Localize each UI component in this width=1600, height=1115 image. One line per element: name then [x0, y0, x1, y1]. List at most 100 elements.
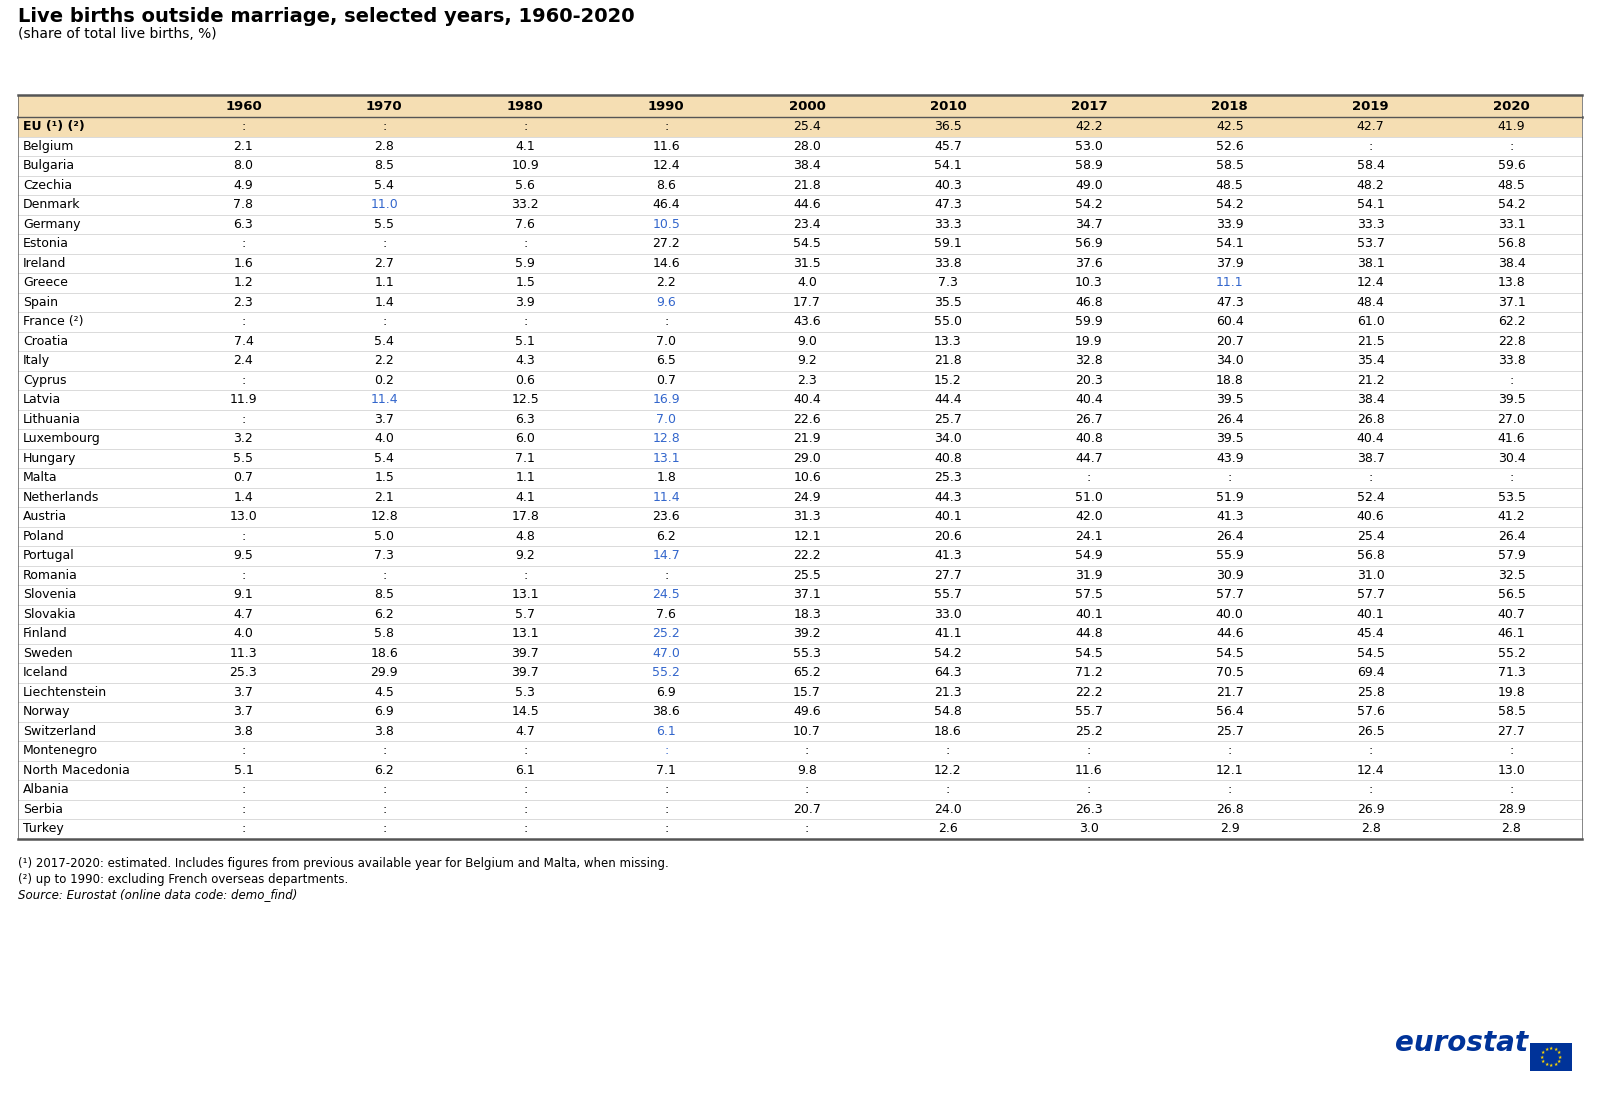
Text: 24.5: 24.5: [653, 589, 680, 601]
Text: :: :: [382, 316, 387, 328]
Text: 40.7: 40.7: [1498, 608, 1525, 621]
Text: 4.8: 4.8: [515, 530, 534, 543]
Text: 54.2: 54.2: [1498, 198, 1525, 211]
Text: 56.5: 56.5: [1498, 589, 1525, 601]
Text: :: :: [1368, 744, 1373, 757]
Text: 4.1: 4.1: [515, 491, 534, 504]
Text: 13.0: 13.0: [229, 511, 258, 523]
Text: 9.1: 9.1: [234, 589, 253, 601]
Text: 26.4: 26.4: [1216, 530, 1243, 543]
Text: 25.2: 25.2: [1075, 725, 1102, 738]
Text: 40.1: 40.1: [1075, 608, 1102, 621]
Text: 39.5: 39.5: [1216, 394, 1243, 406]
Text: 12.4: 12.4: [653, 159, 680, 172]
Text: ★: ★: [1554, 1047, 1558, 1051]
Text: 1.6: 1.6: [234, 256, 253, 270]
Text: 33.1: 33.1: [1498, 217, 1525, 231]
Text: 36.5: 36.5: [934, 120, 962, 134]
Text: 2.9: 2.9: [1219, 822, 1240, 835]
Text: 6.9: 6.9: [656, 686, 677, 699]
Text: 52.6: 52.6: [1216, 139, 1243, 153]
Text: 43.9: 43.9: [1216, 452, 1243, 465]
Text: 43.6: 43.6: [794, 316, 821, 328]
Text: Albania: Albania: [22, 783, 70, 796]
Text: :: :: [805, 744, 810, 757]
Text: 55.3: 55.3: [794, 647, 821, 660]
Text: 1.1: 1.1: [374, 277, 394, 289]
Text: 25.4: 25.4: [1357, 530, 1384, 543]
Text: (¹) 2017-2020: estimated. Includes figures from previous available year for Belg: (¹) 2017-2020: estimated. Includes figur…: [18, 856, 669, 870]
Text: :: :: [382, 744, 387, 757]
Text: 3.7: 3.7: [234, 706, 253, 718]
Text: 56.9: 56.9: [1075, 237, 1102, 250]
Text: Slovakia: Slovakia: [22, 608, 75, 621]
Text: 1.1: 1.1: [515, 472, 534, 484]
Text: 11.0: 11.0: [371, 198, 398, 211]
Text: 6.1: 6.1: [656, 725, 677, 738]
Text: 7.0: 7.0: [656, 334, 677, 348]
Text: 41.6: 41.6: [1498, 433, 1525, 445]
Text: 12.4: 12.4: [1357, 277, 1384, 289]
Text: 13.1: 13.1: [512, 589, 539, 601]
Text: :: :: [664, 783, 669, 796]
Text: 54.1: 54.1: [1357, 198, 1384, 211]
Text: :: :: [242, 530, 245, 543]
Text: :: :: [523, 822, 528, 835]
Text: 44.4: 44.4: [934, 394, 962, 406]
Text: 2.6: 2.6: [938, 822, 958, 835]
Text: 1970: 1970: [366, 99, 403, 113]
Text: 31.3: 31.3: [794, 511, 821, 523]
Text: ★: ★: [1544, 1063, 1549, 1067]
Text: 1960: 1960: [226, 99, 262, 113]
Text: 46.4: 46.4: [653, 198, 680, 211]
Text: :: :: [664, 316, 669, 328]
Text: 10.9: 10.9: [512, 159, 539, 172]
Text: 12.8: 12.8: [371, 511, 398, 523]
Text: :: :: [664, 822, 669, 835]
Text: 41.2: 41.2: [1498, 511, 1525, 523]
Text: 42.2: 42.2: [1075, 120, 1102, 134]
Text: 2.1: 2.1: [374, 491, 394, 504]
Text: 25.7: 25.7: [934, 413, 962, 426]
Text: 1.5: 1.5: [515, 277, 534, 289]
Text: 2020: 2020: [1493, 99, 1530, 113]
Text: 40.4: 40.4: [1075, 394, 1102, 406]
Text: 44.6: 44.6: [1216, 628, 1243, 640]
Text: 55.9: 55.9: [1216, 550, 1243, 562]
Text: 55.2: 55.2: [1498, 647, 1525, 660]
Text: :: :: [1086, 472, 1091, 484]
Text: eurostat: eurostat: [1395, 1029, 1528, 1057]
Text: :: :: [523, 237, 528, 250]
Text: Cyprus: Cyprus: [22, 374, 67, 387]
Text: 10.6: 10.6: [794, 472, 821, 484]
Text: 39.7: 39.7: [512, 647, 539, 660]
Text: 46.8: 46.8: [1075, 295, 1102, 309]
Text: 38.4: 38.4: [794, 159, 821, 172]
Text: 5.1: 5.1: [234, 764, 253, 777]
Text: :: :: [805, 822, 810, 835]
Text: 2019: 2019: [1352, 99, 1389, 113]
Text: 4.9: 4.9: [234, 178, 253, 192]
Text: 56.8: 56.8: [1357, 550, 1384, 562]
Text: 20.7: 20.7: [1216, 334, 1243, 348]
Text: 44.6: 44.6: [794, 198, 821, 211]
Text: :: :: [1227, 472, 1232, 484]
Text: 13.0: 13.0: [1498, 764, 1525, 777]
Text: 7.4: 7.4: [234, 334, 253, 348]
Text: 12.4: 12.4: [1357, 764, 1384, 777]
Text: 24.0: 24.0: [934, 803, 962, 816]
Text: 6.3: 6.3: [234, 217, 253, 231]
Text: 54.9: 54.9: [1075, 550, 1102, 562]
Text: 37.1: 37.1: [794, 589, 821, 601]
Text: 58.9: 58.9: [1075, 159, 1102, 172]
Text: 57.7: 57.7: [1216, 589, 1243, 601]
Text: :: :: [523, 803, 528, 816]
Text: 47.3: 47.3: [934, 198, 962, 211]
Text: 0.6: 0.6: [515, 374, 534, 387]
Text: 39.7: 39.7: [512, 667, 539, 679]
Text: 71.2: 71.2: [1075, 667, 1102, 679]
Text: 31.0: 31.0: [1357, 569, 1384, 582]
Text: 2.3: 2.3: [797, 374, 818, 387]
Text: 41.1: 41.1: [934, 628, 962, 640]
Text: :: :: [946, 783, 950, 796]
